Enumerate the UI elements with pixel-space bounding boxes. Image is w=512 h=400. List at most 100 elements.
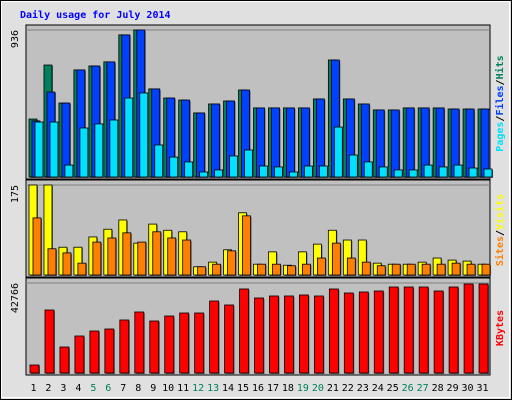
bar	[318, 165, 328, 178]
bar	[124, 97, 134, 178]
bar	[378, 166, 388, 178]
legend-entry: Hits	[494, 55, 506, 79]
x-tick-label: 14	[222, 383, 234, 394]
bar	[214, 169, 224, 178]
bar	[421, 263, 431, 276]
bar	[29, 364, 40, 374]
bar	[64, 164, 74, 178]
bar	[211, 103, 221, 178]
x-tick-label: 28	[432, 383, 444, 394]
x-tick-label: 26	[402, 383, 414, 394]
bar	[196, 112, 206, 178]
bar	[289, 171, 298, 178]
x-tick-label: 2	[45, 383, 51, 394]
legend-separator: /	[495, 116, 506, 122]
bar	[438, 166, 448, 178]
bar	[227, 250, 236, 276]
bar	[122, 232, 132, 276]
bar	[77, 262, 87, 276]
bar	[134, 311, 145, 374]
bar	[299, 294, 309, 374]
bar	[199, 171, 209, 178]
bar	[229, 155, 238, 178]
bar	[212, 263, 222, 276]
bar	[284, 295, 294, 374]
bar	[481, 263, 491, 276]
bar	[287, 265, 296, 276]
bar	[179, 312, 190, 374]
x-tick-label: 31	[476, 383, 488, 394]
bar	[164, 315, 175, 374]
bar	[418, 286, 429, 374]
x-tick-label: 24	[372, 383, 384, 394]
y-tick-label: 42766	[10, 283, 21, 313]
bar	[453, 164, 463, 178]
x-tick-label: 1	[30, 383, 36, 394]
bar	[304, 165, 313, 178]
bar	[209, 300, 220, 374]
y-tick-label: 936	[10, 30, 21, 48]
x-tick-label: 11	[177, 383, 189, 394]
x-tick-label: 7	[120, 383, 126, 394]
bar	[480, 108, 490, 178]
bar	[348, 154, 358, 178]
bar	[62, 252, 72, 276]
legend: Sites/Visits	[494, 194, 506, 266]
bar	[224, 304, 234, 374]
legend-entry: Pages	[495, 122, 506, 152]
x-tick-label: 6	[105, 383, 111, 394]
bar	[346, 257, 356, 276]
bar	[343, 292, 354, 374]
bar	[390, 109, 400, 178]
bar	[34, 121, 44, 178]
x-tick-label: 12	[192, 383, 204, 394]
panel	[25, 179, 491, 278]
bar	[47, 248, 57, 276]
bar	[406, 263, 416, 276]
bar	[274, 166, 283, 178]
x-tick-label: 23	[357, 383, 369, 394]
bar	[139, 92, 149, 178]
bar	[436, 263, 446, 276]
bar	[313, 295, 324, 374]
bar	[92, 241, 102, 276]
bar	[44, 309, 55, 374]
chart-title: Daily usage for July 2014	[20, 9, 171, 21]
bar	[463, 283, 474, 374]
bar	[89, 330, 100, 374]
bar	[328, 288, 339, 374]
bar	[182, 239, 192, 276]
bar	[448, 286, 459, 374]
bar	[104, 328, 115, 374]
legend: Pages/Files/Hits	[494, 55, 506, 151]
bar	[94, 123, 104, 178]
bar	[74, 335, 85, 374]
bar	[119, 319, 130, 374]
x-tick-label: 13	[207, 383, 219, 394]
bar	[363, 161, 373, 178]
legend: KBytes	[495, 310, 506, 346]
bar	[254, 297, 264, 374]
x-tick-label: 10	[162, 383, 174, 394]
bar	[423, 164, 433, 178]
bar	[391, 263, 401, 276]
bar	[468, 167, 478, 178]
x-tick-label: 27	[417, 383, 429, 394]
bar	[32, 217, 42, 276]
bar	[269, 295, 279, 374]
x-tick-label: 29	[447, 383, 459, 394]
bar	[403, 286, 414, 374]
x-tick-label: 20	[312, 383, 324, 394]
x-tick-label: 30	[462, 383, 474, 394]
x-tick-label: 22	[342, 383, 354, 394]
bar	[302, 263, 311, 276]
bar	[244, 149, 253, 178]
x-tick-label: 25	[387, 383, 399, 394]
legend-separator: /	[495, 79, 506, 85]
x-tick-label: 9	[150, 383, 156, 394]
bar	[137, 241, 147, 276]
bar	[376, 265, 386, 276]
bar	[197, 266, 207, 276]
bar	[242, 215, 251, 276]
